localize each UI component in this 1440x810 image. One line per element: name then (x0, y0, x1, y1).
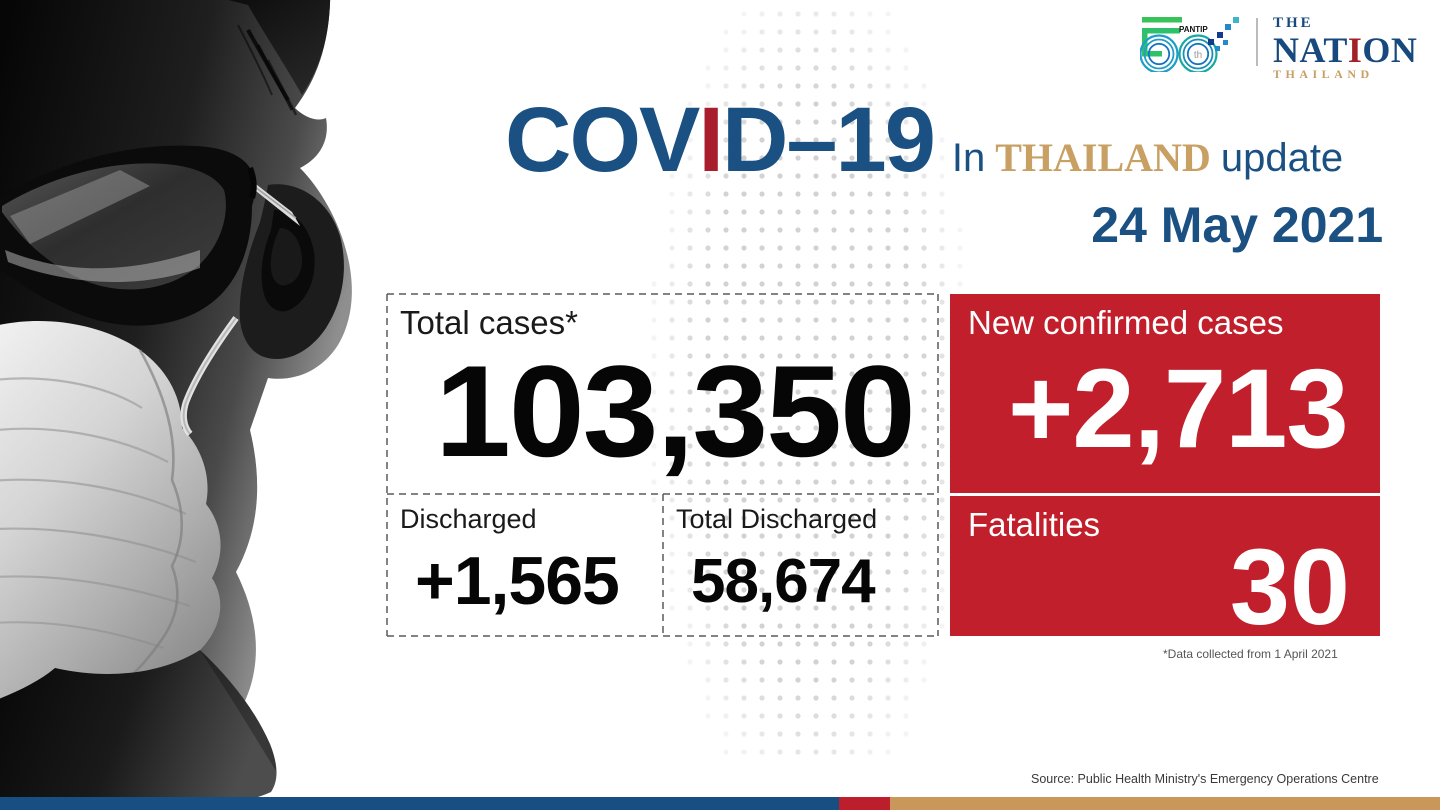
svg-text:th: th (1194, 50, 1202, 61)
svg-text:PANTIP: PANTIP (1179, 25, 1208, 34)
